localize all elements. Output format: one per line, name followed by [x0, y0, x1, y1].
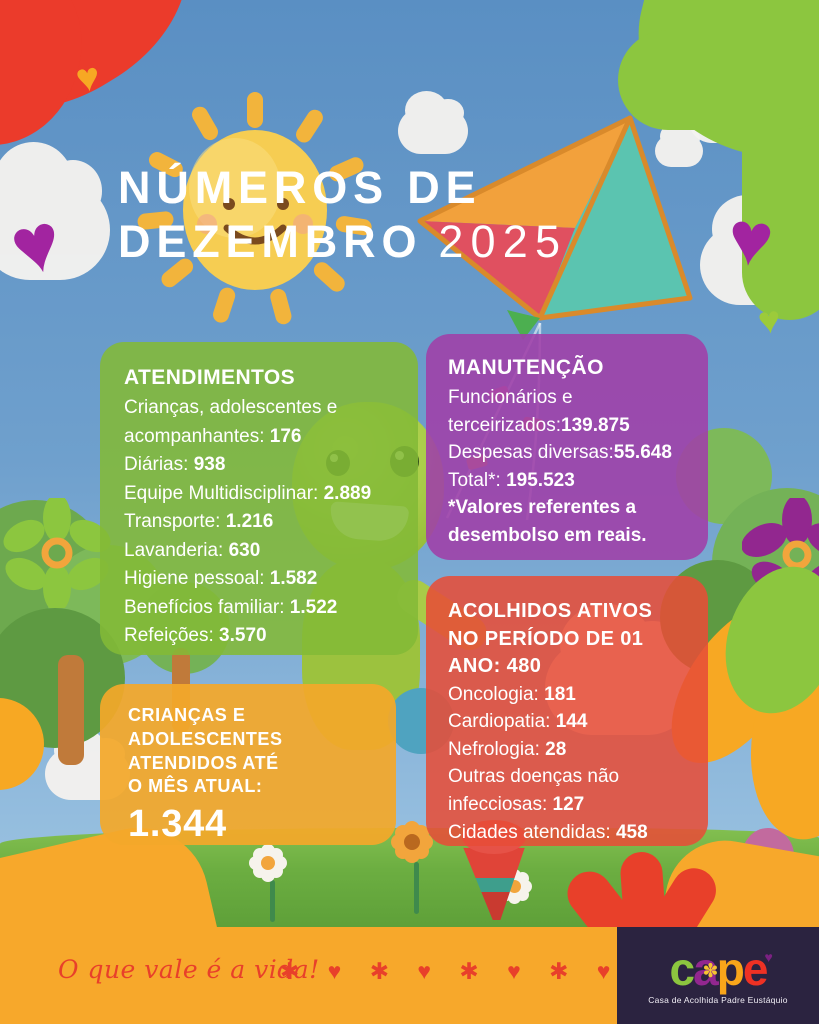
stat-value: 458 — [615, 821, 648, 843]
stat-row: Transporte: 1.216 — [124, 508, 398, 537]
stat-row: Cidades atendidas: 458 — [448, 819, 690, 847]
stat-row: Nefrologia: 28 — [448, 736, 690, 764]
stat-label: Higiene pessoal: — [124, 568, 270, 589]
stat-row: Oncologia: 181 — [448, 681, 690, 709]
stat-label: Oncologia: — [448, 683, 545, 705]
footer-tagline: O que vale é a vida! — [58, 955, 320, 984]
title-line2: DEZEMBRO 2025 — [118, 216, 567, 268]
card-acolhidos-header-value: 480 — [506, 655, 542, 678]
stat-value: 144 — [555, 711, 588, 733]
cloud — [398, 90, 468, 154]
stat-label: Nefrologia: — [448, 738, 546, 760]
sun-icon — [137, 92, 372, 325]
stat-label: Transporte: — [124, 511, 226, 532]
tree-trunk — [58, 655, 84, 765]
card-atendimentos-header: ATENDIMENTOS — [124, 366, 296, 389]
stat-value: 55.648 — [613, 442, 672, 464]
title-year: 2025 — [438, 216, 568, 268]
logo-flower-icon: ✽ — [702, 961, 719, 982]
stat-value: 139.875 — [561, 414, 630, 436]
flower-orange — [404, 834, 420, 850]
stat-label: Equipe Multidisciplinar: — [124, 482, 324, 504]
stat-value: 181 — [544, 683, 576, 705]
stat-row: Cardiopatia: 144 — [448, 708, 690, 736]
stat-row: Total*: 195.523 — [448, 467, 690, 495]
stat-value: 3.570 — [219, 625, 267, 646]
card-acolhidos-header: ACOLHIDOS ATIVOS NO PERÍODO DE 01 ANO: 4… — [448, 598, 690, 681]
title-month: DEZEMBRO — [118, 216, 423, 268]
stat-label: Diárias: — [124, 454, 194, 475]
cape-logo: cape ✽ ♥ — [669, 943, 773, 995]
stat-row: Despesas diversas:55.648 — [448, 439, 690, 467]
stat-row: Funcionários e terceirizados:139.875 — [448, 384, 690, 439]
stat-row: Refeições: 3.570 — [124, 622, 398, 651]
logo-subtitle: Casa de Acolhida Padre Eustáquio — [648, 995, 788, 1005]
heart-icon: ♥ — [755, 298, 783, 344]
card-acolhidos-header-text: ACOLHIDOS ATIVOS NO PERÍODO DE 01 ANO: — [448, 600, 653, 678]
stat-value: 1.582 — [269, 568, 318, 589]
logo-letter-e: e — [742, 943, 769, 995]
stat-value: 176 — [269, 425, 302, 447]
stat-label: Crianças, adolescentes e acompanhantes: — [124, 397, 338, 447]
cape-logo-box: cape ✽ ♥ Casa de Acolhida Padre Eustáquio — [617, 927, 819, 1024]
stat-label: Outras doenças não infecciosas: — [448, 766, 620, 815]
green-corner-blob — [618, 30, 819, 130]
stat-row: Higiene pessoal: 1.582 — [124, 565, 398, 594]
logo-heart-icon: ♥ — [764, 949, 773, 965]
stat-row: Lavanderia: 630 — [124, 537, 398, 566]
stat-value: 127 — [552, 793, 585, 815]
stat-row: Equipe Multidisciplinar: 2.889 — [124, 480, 398, 509]
stat-row: Outras doenças não infecciosas: 127 — [448, 763, 690, 818]
stat-label: Benefícios familiar: — [124, 596, 290, 618]
heart-icon: ♥ — [723, 194, 778, 285]
flower-stem — [414, 862, 419, 914]
logo-letter-a: a — [693, 943, 719, 995]
stat-row: Benefícios familiar: 1.522 — [124, 594, 398, 623]
title-line1: NÚMEROS DE — [118, 162, 482, 213]
stat-label: Cardiopatia: — [448, 711, 556, 733]
cloud — [0, 142, 110, 280]
stat-label: Funcionários e terceirizados: — [448, 387, 573, 436]
card-criancas-header: CRIANÇAS E ADOLESCENTES ATENDIDOS ATÉ O … — [128, 705, 283, 797]
stat-row: Diárias: 938 — [124, 451, 398, 480]
stat-row: Crianças, adolescentes e acompanhantes: … — [124, 394, 398, 451]
card-manutencao-note: *Valores referentes a desembolso em reai… — [448, 497, 647, 546]
logo-letter-c: c — [669, 943, 696, 995]
stat-value: 938 — [193, 454, 226, 475]
card-acolhidos: ACOLHIDOS ATIVOS NO PERÍODO DE 01 ANO: 4… — [426, 576, 708, 846]
stat-label: Total*: — [448, 469, 507, 491]
stat-value: 28 — [545, 738, 567, 760]
stat-value: 2.889 — [323, 482, 372, 504]
flower-stem — [270, 880, 275, 922]
card-criancas-value: 1.344 — [128, 803, 227, 845]
stat-label: Cidades atendidas: — [448, 821, 616, 843]
card-manutencao: MANUTENÇÃO Funcionários e terceirizados:… — [426, 334, 708, 560]
flower-white — [261, 856, 275, 870]
stat-value: 630 — [228, 539, 261, 561]
stat-label: Lavanderia: — [124, 539, 229, 561]
logo-letter-p: p — [716, 943, 745, 995]
stat-label: Refeições: — [124, 625, 220, 646]
stat-value: 1.216 — [225, 511, 274, 532]
card-manutencao-header: MANUTENÇÃO — [448, 356, 604, 379]
stat-label: Despesas diversas: — [448, 442, 614, 464]
card-criancas: CRIANÇAS E ADOLESCENTES ATENDIDOS ATÉ O … — [100, 684, 396, 845]
page-title: NÚMEROS DE DEZEMBRO 2025 — [118, 160, 567, 268]
stat-value: 195.523 — [506, 469, 575, 491]
card-atendimentos: ATENDIMENTOS Crianças, adolescentes e ac… — [100, 342, 418, 655]
stat-value: 1.522 — [289, 596, 338, 618]
green-flower-icon — [3, 498, 111, 608]
